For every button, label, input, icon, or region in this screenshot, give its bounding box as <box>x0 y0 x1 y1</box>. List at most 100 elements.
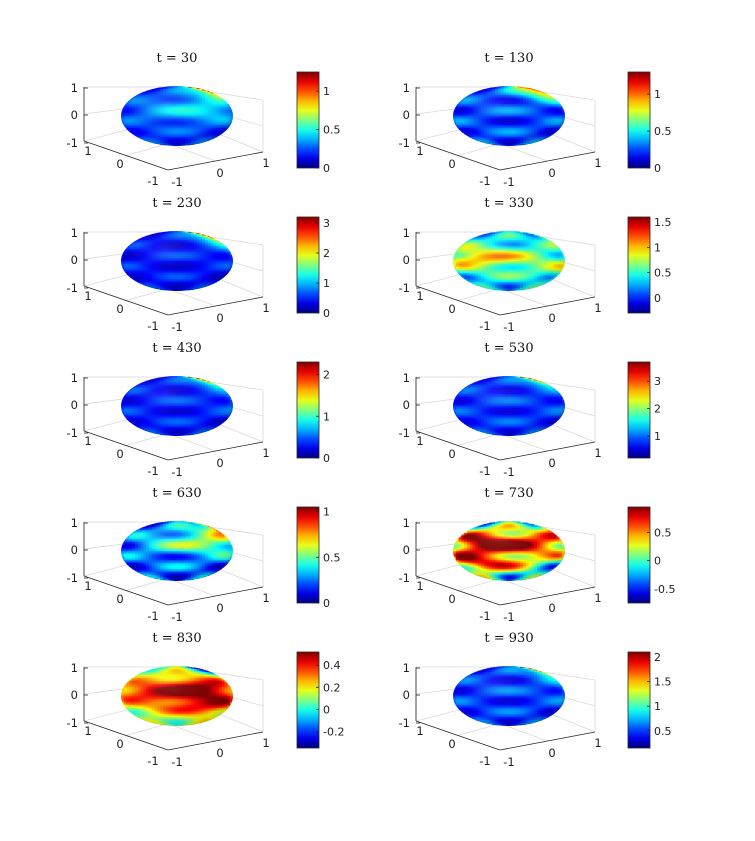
subplot-530: t = 530 -1 0 1 -1 0 1 -1 0 1 1 2 3 <box>399 341 661 479</box>
colorbar-tick-label: 0 <box>323 597 330 610</box>
y-tick-label: 0 <box>116 737 123 751</box>
subplot-430: t = 430 -1 0 1 -1 0 1 -1 0 1 0 1 2 <box>67 341 330 479</box>
y-tick-label: -1 <box>479 319 490 333</box>
colorbar: -0.5 0 0.5 <box>627 506 675 604</box>
y-tick-label: -1 <box>479 754 490 768</box>
colorbar-tick-label: 0.5 <box>323 124 341 137</box>
colorbar-tick-label: 0 <box>654 292 661 305</box>
y-tick-label: 1 <box>84 289 91 303</box>
subplot-title: t = 730 <box>484 486 533 501</box>
z-tick-label: 0 <box>71 543 78 557</box>
y-tick-label: 0 <box>116 302 123 316</box>
colorbar-tick-label: 1.5 <box>654 676 672 689</box>
colorbar-tick-label: 0 <box>323 162 330 175</box>
subplot-830: t = 830 -1 0 1 -1 0 1 -1 0 1 -0.2 0 0.2 0.4 <box>67 631 345 769</box>
colorbar-gradient <box>296 71 320 169</box>
colorbar: 00.51 <box>296 71 341 175</box>
y-tick-label: -1 <box>479 609 490 623</box>
colorbar-tick-label: 2 <box>654 403 661 416</box>
x-tick-label: 0 <box>548 311 555 325</box>
colorbar-gradient <box>296 216 320 314</box>
colorbar: 1 2 3 <box>627 361 661 459</box>
x-tick-label: 0 <box>216 311 223 325</box>
x-tick-label: 0 <box>548 601 555 615</box>
colorbar-tick-label: 0.5 <box>654 125 672 138</box>
colorbar: 0 0.5 1 1.5 <box>627 216 672 314</box>
colorbar-gradient <box>627 361 651 459</box>
colorbar-tick-label: 1 <box>654 241 661 254</box>
y-tick-label: -1 <box>147 609 158 623</box>
colorbar-gradient <box>627 71 651 169</box>
colorbar-tick-label: 1 <box>654 88 661 101</box>
colorbar-tick-label: 0 <box>654 162 661 175</box>
colorbar-gradient <box>627 651 651 749</box>
colorbar-tick-label: 1.5 <box>654 216 672 229</box>
x-tick-label: -1 <box>503 320 514 334</box>
subplot-title: t = 330 <box>484 196 533 211</box>
subplot-title: t = 530 <box>484 341 533 356</box>
x-tick-label: -1 <box>503 465 514 479</box>
z-tick-label: 0 <box>403 108 410 122</box>
y-tick-label: 1 <box>84 144 91 158</box>
subplot-730: t = 730 -1 0 1 -1 0 1 -1 0 1 -0.5 0 0.5 <box>399 486 676 624</box>
colorbar-tick-label: -0.5 <box>654 583 675 596</box>
y-tick-label: 0 <box>116 157 123 171</box>
colorbar-gradient <box>296 361 320 459</box>
y-tick-label: 1 <box>416 144 423 158</box>
z-tick-label: 1 <box>71 516 78 530</box>
colorbar-tick-label: 0 <box>323 307 330 320</box>
y-tick-label: 1 <box>84 724 91 738</box>
subplot-title: t = 930 <box>484 631 533 646</box>
x-tick-label: 0 <box>548 746 555 760</box>
colorbar-tick-label: 0 <box>323 703 330 716</box>
subplot-title: t = 30 <box>157 51 198 66</box>
z-tick-label: 1 <box>71 81 78 95</box>
x-tick-label: -1 <box>171 610 182 624</box>
y-tick-label: -1 <box>147 174 158 188</box>
z-tick-label: 1 <box>71 661 78 675</box>
x-tick-label: -1 <box>171 755 182 769</box>
x-tick-label: -1 <box>503 175 514 189</box>
y-tick-label: -1 <box>479 174 490 188</box>
z-tick-label: -1 <box>399 571 410 585</box>
y-tick-label: -1 <box>147 319 158 333</box>
x-tick-label: 0 <box>548 166 555 180</box>
colorbar: 00.51 <box>627 71 672 175</box>
z-tick-label: 1 <box>403 81 410 95</box>
subplot-title: t = 830 <box>152 631 201 646</box>
z-tick-label: 0 <box>71 688 78 702</box>
z-tick-label: 1 <box>403 661 410 675</box>
y-tick-label: 0 <box>116 447 123 461</box>
z-tick-label: 1 <box>71 226 78 240</box>
colorbar-gradient <box>627 216 651 314</box>
y-tick-label: 1 <box>84 434 91 448</box>
y-tick-label: 1 <box>416 289 423 303</box>
y-tick-label: 1 <box>416 579 423 593</box>
x-tick-label: 1 <box>262 736 269 750</box>
y-tick-label: 0 <box>448 157 455 171</box>
y-tick-label: -1 <box>479 464 490 478</box>
y-tick-label: 0 <box>448 447 455 461</box>
z-tick-label: 0 <box>403 253 410 267</box>
y-tick-label: 0 <box>116 592 123 606</box>
x-tick-label: 0 <box>216 456 223 470</box>
colorbar-gradient <box>627 506 651 604</box>
z-tick-label: 0 <box>71 253 78 267</box>
x-tick-label: 0 <box>216 601 223 615</box>
colorbar-tick-label: 0.4 <box>323 659 341 672</box>
subplot-330: t = 330 -1 0 1 -1 0 1 -1 0 1 0 0.5 1 1.5 <box>399 196 672 334</box>
colorbar: 0 1 2 <box>296 361 330 465</box>
x-tick-label: 1 <box>262 301 269 315</box>
colorbar-gradient <box>296 651 320 749</box>
colorbar-tick-label: 3 <box>323 217 330 230</box>
z-tick-label: 0 <box>71 398 78 412</box>
x-tick-label: 1 <box>594 591 601 605</box>
z-tick-label: 1 <box>403 371 410 385</box>
z-tick-label: -1 <box>67 136 78 150</box>
colorbar-tick-label: 1 <box>323 410 330 423</box>
y-tick-label: 1 <box>416 434 423 448</box>
z-tick-label: 0 <box>403 543 410 557</box>
z-tick-label: -1 <box>67 571 78 585</box>
subplot-title: t = 230 <box>152 196 201 211</box>
